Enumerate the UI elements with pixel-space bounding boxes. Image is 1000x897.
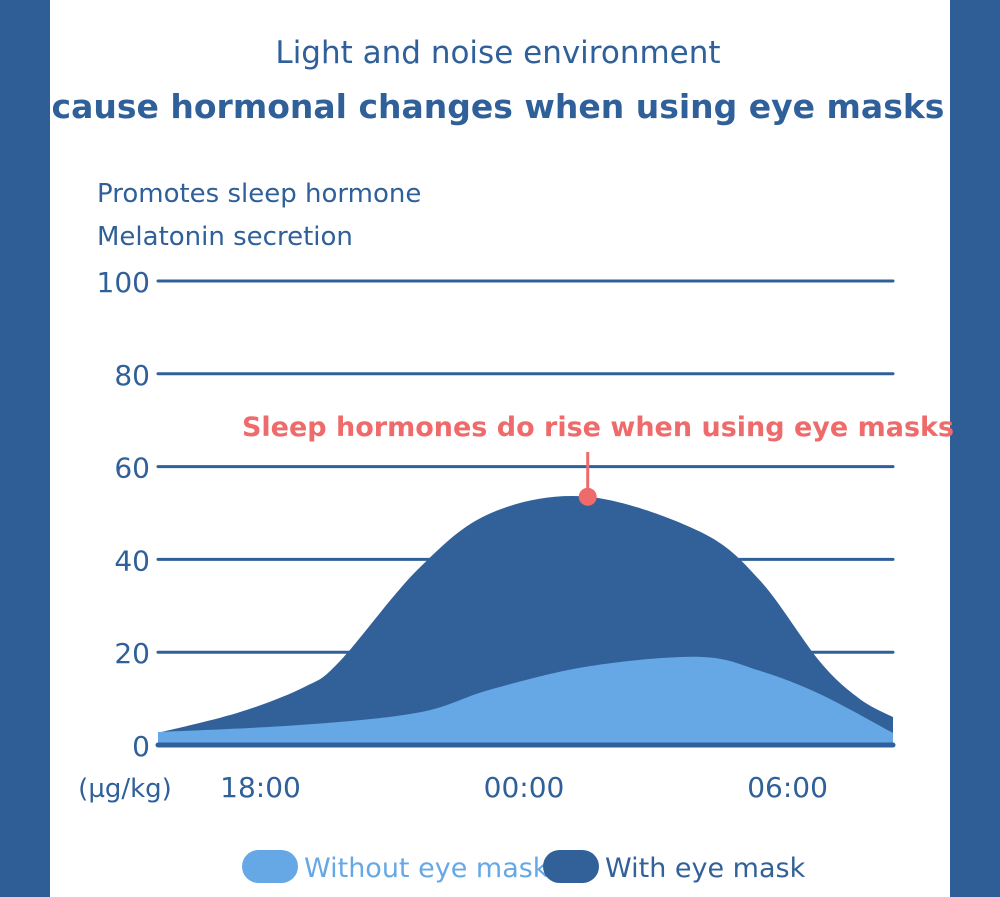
- legend-swatch: [242, 850, 298, 883]
- area-without-eye-mask: [158, 656, 893, 745]
- x-tick-label: 00:00: [484, 771, 565, 804]
- y-label-line-1: Promotes sleep hormone: [97, 179, 421, 209]
- y-tick-label: 40: [114, 544, 150, 577]
- legend-label: Without eye mask: [304, 853, 549, 884]
- chart-subtitle: cause hormonal changes when using eye ma…: [52, 87, 945, 126]
- legend-swatch: [543, 850, 599, 883]
- y-tick-label: 20: [114, 637, 150, 670]
- y-tick-label: 100: [97, 266, 150, 299]
- y-tick-label: 0: [132, 730, 150, 763]
- y-tick-label: 80: [114, 359, 150, 392]
- chart-title: Light and noise environment: [275, 35, 720, 71]
- y-tick-label: 60: [114, 452, 150, 485]
- y-label-line-2: Melatonin secretion: [97, 222, 353, 252]
- x-tick-label: 18:00: [220, 771, 301, 804]
- annotation-text: Sleep hormones do rise when using eye ma…: [242, 412, 954, 443]
- annotation-marker: [578, 487, 597, 506]
- x-tick-label: 06:00: [747, 771, 828, 804]
- y-unit: (µg/kg): [78, 774, 172, 804]
- legend-label: With eye mask: [605, 853, 806, 884]
